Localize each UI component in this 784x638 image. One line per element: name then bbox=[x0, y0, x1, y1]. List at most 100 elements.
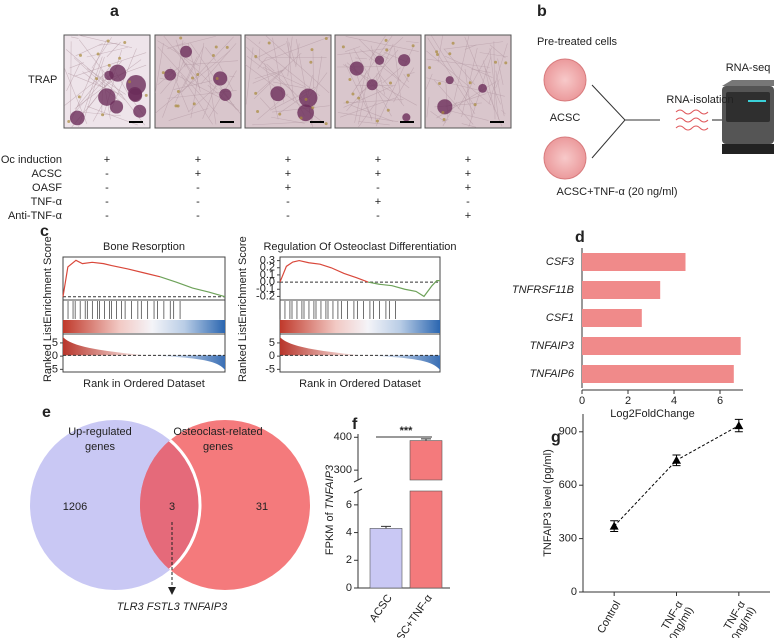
cell bbox=[341, 45, 345, 49]
cell bbox=[101, 113, 105, 117]
x-tick-label: TNF-α(10ng/ml) bbox=[660, 598, 696, 638]
cell bbox=[357, 96, 361, 100]
cell bbox=[428, 66, 432, 70]
y-tick-label: 0.0 bbox=[260, 276, 275, 288]
bar bbox=[409, 490, 443, 589]
method-label: RNA-seq bbox=[726, 62, 771, 74]
category-label: CSF3 bbox=[546, 256, 575, 268]
texture bbox=[259, 97, 271, 110]
texture bbox=[155, 43, 164, 93]
y-tick-label: 6 bbox=[346, 499, 352, 511]
texture bbox=[253, 66, 288, 100]
texture bbox=[433, 79, 474, 125]
texture bbox=[444, 55, 493, 78]
condition-value: - bbox=[376, 182, 380, 194]
texture bbox=[168, 108, 209, 121]
condition-value: + bbox=[375, 168, 381, 180]
y-tick-label: 0.3 bbox=[260, 254, 275, 266]
cell bbox=[267, 41, 271, 45]
texture bbox=[207, 65, 217, 125]
cell bbox=[448, 52, 452, 56]
texture bbox=[484, 67, 501, 105]
texture bbox=[176, 40, 184, 82]
cell bbox=[441, 110, 445, 114]
texture bbox=[483, 60, 495, 111]
panel-label: f bbox=[352, 416, 358, 433]
x-tick-label: 4 bbox=[671, 395, 677, 407]
texture bbox=[350, 104, 394, 122]
texture bbox=[345, 63, 373, 119]
x-tick-label: 0 bbox=[579, 395, 585, 407]
condition-value: + bbox=[285, 154, 291, 166]
condition-label: TNF-α bbox=[31, 196, 63, 208]
y-tick-label: -5 bbox=[265, 363, 275, 375]
texture bbox=[461, 123, 477, 128]
cell bbox=[438, 82, 442, 86]
error-bar bbox=[381, 525, 391, 529]
cell bbox=[345, 100, 349, 104]
condition-value: - bbox=[105, 182, 109, 194]
texture bbox=[271, 116, 305, 124]
set-label: Osteoclast-related bbox=[173, 426, 262, 438]
texture bbox=[266, 63, 275, 72]
texture bbox=[394, 47, 402, 104]
texture bbox=[464, 36, 503, 127]
texture bbox=[173, 80, 212, 90]
y-tick-label: 0.1 bbox=[260, 269, 275, 281]
osteoclast bbox=[133, 104, 147, 118]
bar bbox=[582, 253, 686, 271]
x-tick-label: TNF-α(20ng/ml) bbox=[722, 598, 758, 638]
y-tick-label: 900 bbox=[559, 426, 577, 438]
texture bbox=[337, 112, 399, 122]
texture bbox=[92, 103, 104, 122]
y-tick-label: 4 bbox=[346, 526, 352, 538]
condition-value: - bbox=[286, 196, 290, 208]
cell bbox=[348, 77, 352, 81]
texture bbox=[75, 43, 103, 57]
cell bbox=[435, 53, 439, 57]
cell bbox=[494, 60, 498, 64]
condition-value: - bbox=[196, 196, 200, 208]
texture bbox=[69, 62, 84, 69]
texture bbox=[489, 48, 499, 120]
osteoclast bbox=[98, 88, 116, 106]
bar bbox=[582, 337, 741, 355]
y-tick-label: 5 bbox=[269, 337, 275, 349]
texture bbox=[345, 36, 419, 52]
texture bbox=[453, 36, 470, 100]
texture bbox=[497, 58, 504, 85]
texture bbox=[255, 43, 286, 59]
texture bbox=[255, 52, 302, 95]
texture bbox=[489, 44, 506, 59]
condition-value: - bbox=[466, 196, 470, 208]
texture bbox=[382, 67, 401, 84]
texture bbox=[86, 68, 126, 95]
y-tick-label: 0 bbox=[269, 350, 275, 362]
texture bbox=[180, 75, 213, 125]
cell bbox=[442, 118, 446, 122]
texture bbox=[252, 121, 314, 126]
cell bbox=[311, 106, 315, 110]
texture bbox=[488, 43, 508, 105]
axis-break bbox=[353, 477, 363, 494]
category-label: TNFAIP3 bbox=[530, 340, 575, 352]
bar bbox=[409, 440, 443, 481]
texture bbox=[286, 41, 291, 59]
panel-label: b bbox=[537, 3, 547, 20]
y-tick-label: 0 bbox=[571, 586, 577, 598]
x-tick-label: Control bbox=[595, 599, 623, 636]
texture bbox=[426, 58, 490, 68]
micrograph bbox=[244, 34, 332, 129]
texture bbox=[202, 77, 220, 119]
texture bbox=[272, 81, 311, 90]
y-tick-label: 2 bbox=[346, 554, 352, 566]
texture bbox=[66, 63, 81, 91]
condition-value: + bbox=[285, 168, 291, 180]
y-tick-label: -0.1 bbox=[256, 283, 275, 295]
panel-label: a bbox=[110, 3, 119, 20]
texture bbox=[358, 121, 390, 126]
y-tick-label: 0.2 bbox=[260, 262, 275, 274]
cell bbox=[96, 52, 100, 56]
cell bbox=[161, 71, 165, 75]
texture bbox=[373, 50, 389, 59]
